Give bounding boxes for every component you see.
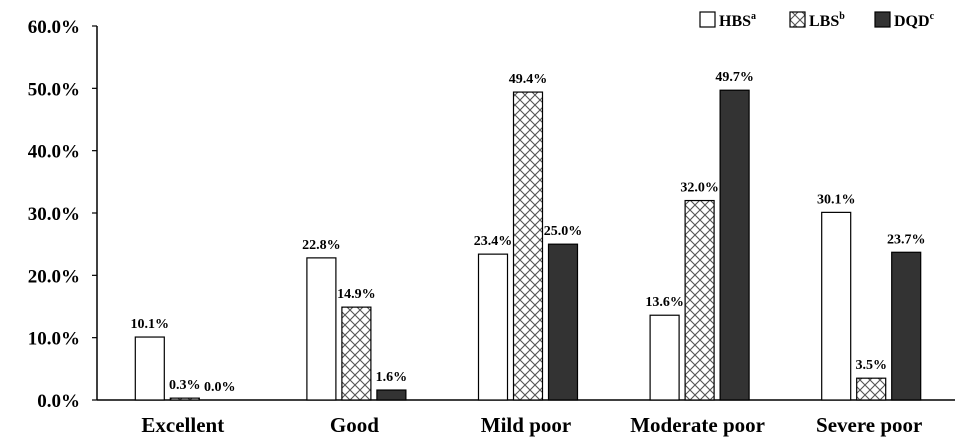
bar-hbs — [306, 257, 337, 401]
legend-label-lbs: LBSb — [809, 11, 845, 30]
data-label: 13.6% — [645, 295, 684, 310]
y-tick-label: 20.0% — [28, 266, 80, 287]
data-label: 25.0% — [544, 224, 583, 239]
x-category-label: Severe poor — [816, 413, 922, 437]
legend-swatch-hbs — [699, 11, 716, 28]
bar-dqd — [376, 389, 407, 401]
bar-hbs — [134, 336, 165, 401]
bar-hbs — [477, 253, 509, 401]
data-label: 49.7% — [715, 70, 754, 85]
data-label: 14.9% — [337, 287, 376, 302]
bar-hbs — [649, 314, 680, 401]
y-axis: 0.0% 10.0% 20.0% 30.0% 40.0% 50.0% 60.0% — [28, 17, 98, 412]
bars — [134, 89, 922, 401]
data-label: 10.1% — [131, 317, 170, 332]
data-label: 0.0% — [204, 380, 236, 395]
y-tick-label: 10.0% — [28, 329, 80, 350]
x-category-label: Moderate poor — [630, 413, 765, 437]
data-label: 3.5% — [855, 358, 887, 373]
bar-dqd — [891, 251, 922, 401]
data-label: 1.6% — [376, 370, 408, 385]
data-label: 32.0% — [680, 181, 719, 196]
legend: HBSa LBSb DQDc — [699, 11, 935, 30]
y-tick-label: 0.0% — [37, 391, 80, 412]
data-label: 30.1% — [817, 192, 856, 207]
data-labels: 10.1% 0.3% 0.0% 22.8% 14.9% 1.6% 23.4% 49.4% 25.… — [131, 70, 926, 395]
bar-lbs — [684, 199, 715, 401]
data-label: 49.4% — [509, 72, 548, 87]
y-tick-label: 50.0% — [28, 79, 80, 100]
bar-dqd — [547, 243, 579, 401]
bar-dqd — [719, 89, 750, 401]
bar-lbs — [169, 397, 200, 401]
data-label: 23.4% — [474, 234, 513, 249]
bar-lbs — [856, 377, 887, 401]
x-category-label: Good — [330, 413, 379, 437]
bar-lbs — [512, 91, 544, 401]
x-axis: Excellent Good Mild poor Moderate poor Sever… — [97, 399, 955, 437]
x-category-label: Mild poor — [481, 413, 571, 437]
y-tick-label: 30.0% — [28, 204, 80, 225]
y-tick-label: 40.0% — [28, 142, 80, 163]
data-label: 23.7% — [887, 232, 926, 247]
y-tick-label: 60.0% — [28, 17, 80, 38]
legend-swatch-lbs — [789, 11, 806, 28]
legend-label-hbs: HBSa — [719, 11, 756, 30]
data-label: 22.8% — [302, 238, 341, 253]
bar-lbs — [341, 306, 372, 401]
legend-swatch-dqd — [874, 11, 891, 28]
legend-label-dqd: DQDc — [894, 11, 935, 30]
bar-hbs — [821, 211, 852, 401]
data-label: 0.3% — [169, 378, 201, 393]
x-category-label: Excellent — [141, 413, 224, 437]
